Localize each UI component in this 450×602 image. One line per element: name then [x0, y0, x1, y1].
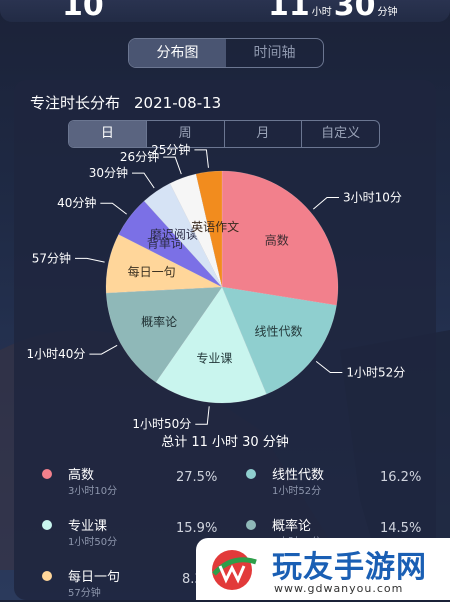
- tab-distribution[interactable]: 分布图: [129, 39, 226, 67]
- tab-day[interactable]: 日: [69, 121, 146, 147]
- legend-duration: 1小时52分: [272, 486, 322, 497]
- pie-slice[interactable]: [195, 170, 223, 288]
- tab-custom[interactable]: 自定义: [301, 121, 379, 147]
- pie-slice[interactable]: [143, 183, 223, 288]
- leader-line: [163, 156, 182, 175]
- leader-line: [194, 149, 209, 168]
- legend-dot: [246, 520, 256, 530]
- legend-dot: [42, 469, 52, 479]
- pie-slice[interactable]: [105, 286, 223, 383]
- slice-name-label: 概率论: [141, 314, 177, 329]
- watermark-logo-icon: [212, 550, 257, 590]
- legend-duration: 3小时10分: [68, 486, 118, 497]
- total-minutes: 30: [333, 0, 376, 23]
- legend-name: 专业课: [68, 519, 108, 534]
- legend-name: 高数: [68, 468, 95, 483]
- total-time: 总计 11 小时 30 分钟: [161, 435, 289, 450]
- slice-duration-label: 57分钟: [32, 250, 71, 265]
- leader-line: [315, 360, 343, 374]
- tab-week[interactable]: 周: [145, 121, 224, 147]
- top-summary-bar: [0, 0, 450, 22]
- hours-unit: 小时: [311, 7, 332, 18]
- pie-slice[interactable]: [169, 173, 223, 288]
- legend-dot: [42, 571, 52, 581]
- slice-name-label: 每日一句: [128, 264, 176, 279]
- slice-name-label: 线性代数: [254, 324, 302, 339]
- tab-timeline[interactable]: 时间轴: [253, 45, 296, 61]
- watermark-text: 玩友手游网: [272, 550, 427, 585]
- total-hours: 11: [268, 0, 310, 23]
- slice-duration-label: 26分钟: [120, 149, 159, 164]
- legend-dot: [42, 520, 52, 530]
- legend-name: 线性代数: [272, 468, 325, 483]
- leader-line: [312, 196, 340, 210]
- pie-slice[interactable]: [221, 170, 339, 306]
- legend-item-linear-algebra[interactable]: 线性代数 1小时52分 16.2%: [246, 464, 446, 500]
- legend-percent: 14.5%: [380, 521, 422, 536]
- legend-dot: [246, 469, 256, 479]
- slice-duration-label: 40分钟: [57, 195, 96, 210]
- pie-slice[interactable]: [221, 286, 337, 395]
- legend-name: 每日一句: [68, 570, 121, 585]
- pie-slice[interactable]: [105, 234, 223, 294]
- pie-slice[interactable]: [155, 286, 267, 404]
- legend-percent: 27.5%: [176, 470, 218, 485]
- slice-duration-label: 30分钟: [89, 165, 128, 180]
- card-title: 专注时长分布 2021-08-13: [30, 92, 221, 113]
- legend-item-gaoshu[interactable]: 高数 3小时10分 27.5%: [42, 464, 232, 500]
- slice-name-label: 背单词: [147, 236, 183, 250]
- leader-line: [195, 406, 210, 425]
- focus-count: 10: [62, 0, 104, 23]
- slice-duration-label: 1小时50分: [132, 417, 191, 431]
- legend-name: 概率论: [272, 519, 312, 534]
- legend-percent: 15.9%: [176, 521, 218, 536]
- slice-name-label: 专业课: [196, 351, 232, 366]
- leader-line: [100, 202, 127, 215]
- tab-month[interactable]: 月: [223, 121, 302, 147]
- legend-percent: 16.2%: [380, 470, 422, 485]
- card-date[interactable]: 2021-08-13: [134, 94, 222, 112]
- minutes-unit: 分钟: [377, 7, 398, 18]
- slice-duration-label: 1小时52分: [346, 366, 405, 380]
- legend-duration: 57分钟: [68, 588, 101, 599]
- total-focus-time: 11 小时30 分钟: [268, 0, 400, 23]
- pie-slice[interactable]: [118, 200, 223, 288]
- card-title-text: 专注时长分布: [30, 94, 121, 112]
- period-tabs: 日 周 月 自定义: [68, 120, 380, 148]
- leader-line: [89, 344, 118, 355]
- leader-line: [132, 172, 155, 189]
- slice-duration-label: 1小时40分: [27, 347, 86, 361]
- slice-duration-label: 3小时10分: [343, 190, 402, 204]
- view-toggle: 分布图 时间轴: [128, 38, 324, 68]
- slice-name-label: 英语作文: [191, 219, 239, 234]
- slice-duration-label: 25分钟: [151, 142, 190, 157]
- watermark-url: www.gdwanyou.com: [274, 582, 404, 595]
- legend-item-major[interactable]: 专业课 1小时50分 15.9%: [42, 515, 232, 551]
- leader-line: [75, 257, 105, 263]
- legend-duration: 1小时50分: [68, 537, 118, 548]
- slice-name-label: 高数: [265, 232, 289, 247]
